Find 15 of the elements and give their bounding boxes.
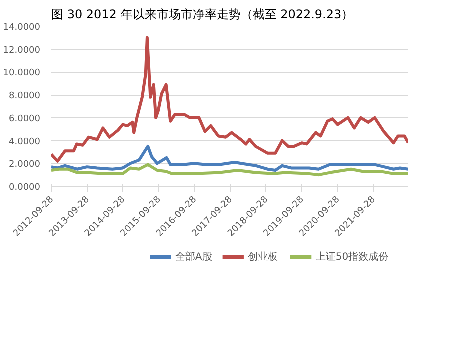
legend-label: 创业板: [248, 251, 278, 263]
y-tick-label: 4.0000: [9, 137, 41, 148]
y-tick-label: 6.0000: [9, 114, 41, 124]
chart-title: 图 30 2012 年以来市场市净率走势（截至 2022.9.23）: [52, 8, 354, 22]
y-tick-label: 14.0000: [3, 23, 41, 33]
line-series: [52, 163, 408, 177]
legend-label: 全部A股: [175, 251, 212, 263]
y-tick-label: 2.0000: [9, 160, 41, 170]
y-tick-label: 12.0000: [3, 46, 41, 56]
y-tick-label: 10.0000: [3, 68, 41, 79]
line-series: [52, 145, 408, 172]
y-tick-label: 8.0000: [9, 92, 41, 102]
line-series: [52, 36, 408, 163]
legend-label: 上证50指数成份: [316, 251, 389, 263]
y-tick-label: 0.0000: [9, 183, 41, 193]
